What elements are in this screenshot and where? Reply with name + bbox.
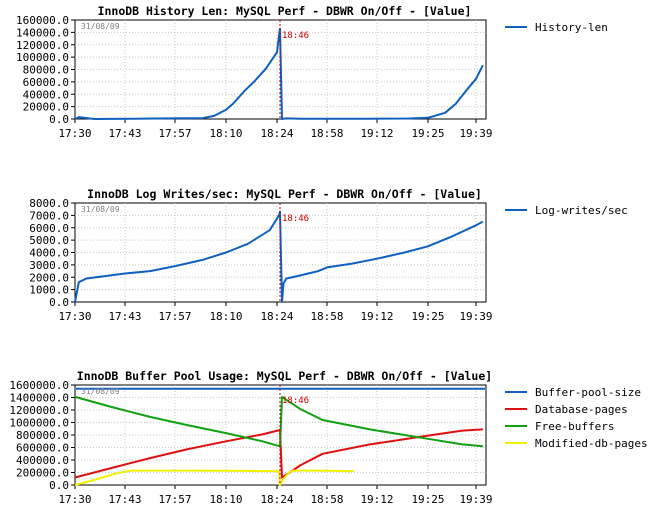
y-tick-label: 1000.0 [29,284,69,297]
series-line-log-writes/sec [74,210,484,303]
legend-label: Modified-db-pages [535,437,648,450]
x-tick-label: 18:24 [260,127,293,140]
legend-label: Free-buffers [535,420,614,433]
y-tick-label: 1000000.0 [9,417,69,430]
x-tick-label: 19:39 [459,127,492,140]
y-tick-label: 5000.0 [29,234,69,247]
x-tick-label: 18:10 [209,127,242,140]
y-tick-label: 400000.0 [16,454,69,467]
series-line-history-len [74,27,484,120]
x-tick-label: 17:30 [58,127,91,140]
y-tick-label: 60000.0 [23,76,69,89]
chart-3: 0.0200000.0400000.0600000.0800000.010000… [9,369,647,506]
marker-label: 18:46 [282,396,309,406]
y-tick-label: 2000.0 [29,271,69,284]
y-tick-label: 600000.0 [16,442,69,455]
date-label: 31/08/09 [81,387,120,396]
x-tick-label: 18:24 [260,310,293,323]
x-tick-label: 17:57 [158,493,191,506]
y-tick-label: 4000.0 [29,247,69,260]
x-tick-label: 17:30 [58,493,91,506]
x-tick-label: 18:58 [310,493,343,506]
legend-label: Log-writes/sec [535,204,628,217]
y-tick-label: 120000.0 [16,39,69,52]
y-tick-label: 140000.0 [16,26,69,39]
y-tick-label: 1400000.0 [9,392,69,405]
x-tick-label: 18:24 [260,493,293,506]
chart-title: InnoDB Buffer Pool Usage: MySQL Perf - D… [77,369,492,383]
x-tick-label: 17:43 [108,127,141,140]
chart-title: InnoDB History Len: MySQL Perf - DBWR On… [98,4,472,18]
y-tick-label: 100000.0 [16,51,69,64]
y-tick-label: 0.0 [49,479,69,492]
x-tick-label: 19:12 [360,127,393,140]
date-label: 31/08/09 [81,22,120,31]
marker-label: 18:46 [282,214,309,224]
x-tick-label: 19:12 [360,310,393,323]
x-tick-label: 17:57 [158,127,191,140]
y-tick-label: 200000.0 [16,467,69,480]
legend-label: History-len [535,21,608,34]
x-tick-label: 18:58 [310,127,343,140]
chart-title: InnoDB Log Writes/sec: MySQL Perf - DBWR… [87,187,482,201]
y-tick-label: 6000.0 [29,222,69,235]
legend-label: Buffer-pool-size [535,386,641,399]
x-tick-label: 18:58 [310,310,343,323]
x-tick-label: 18:10 [209,493,242,506]
x-tick-label: 19:25 [411,310,444,323]
y-tick-label: 0.0 [49,296,69,309]
x-tick-label: 19:39 [459,493,492,506]
x-tick-label: 18:10 [209,310,242,323]
y-tick-label: 1600000.0 [9,379,69,392]
x-tick-label: 19:12 [360,493,393,506]
y-tick-label: 800000.0 [16,429,69,442]
x-tick-label: 19:25 [411,127,444,140]
x-tick-label: 17:30 [58,310,91,323]
y-tick-label: 40000.0 [23,88,69,101]
x-tick-label: 17:57 [158,310,191,323]
y-tick-label: 0.0 [49,113,69,126]
chart-1: 0.020000.040000.060000.080000.0100000.01… [16,4,608,140]
x-tick-label: 19:25 [411,493,444,506]
marker-label: 18:46 [282,31,309,41]
x-tick-label: 19:39 [459,310,492,323]
y-tick-label: 1200000.0 [9,404,69,417]
y-tick-label: 20000.0 [23,101,69,114]
chart-2: 0.01000.02000.03000.04000.05000.06000.07… [29,187,627,323]
y-tick-label: 160000.0 [16,14,69,27]
y-tick-label: 7000.0 [29,209,69,222]
x-tick-label: 17:43 [108,310,141,323]
series-line-free-buffers [74,395,483,448]
date-label: 31/08/09 [81,205,120,214]
x-tick-label: 17:43 [108,493,141,506]
y-tick-label: 8000.0 [29,197,69,210]
y-tick-label: 3000.0 [29,259,69,272]
y-tick-label: 80000.0 [23,64,69,77]
legend-label: Database-pages [535,403,628,416]
